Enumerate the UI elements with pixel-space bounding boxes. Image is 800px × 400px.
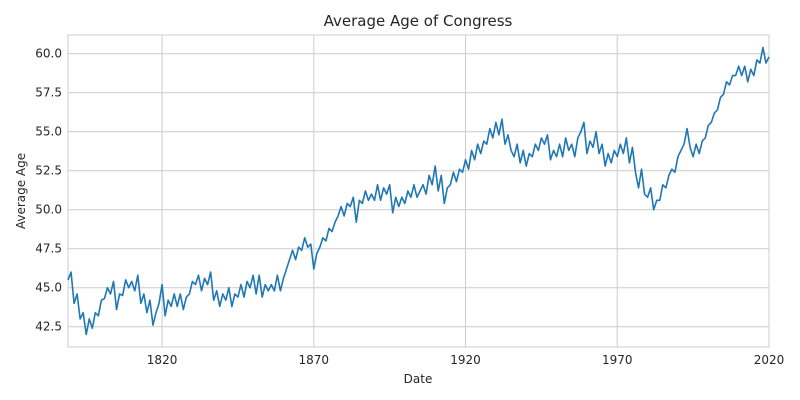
series-layer — [67, 46, 770, 336]
x-tick-label: 1870 — [299, 353, 330, 367]
x-tick-label: 1820 — [147, 353, 178, 367]
x-tick-label: 1920 — [450, 353, 481, 367]
y-tick-label: 45.0 — [35, 281, 62, 295]
x-tick-labels: 1820 1870 1920 1970 2020 — [147, 353, 784, 367]
y-tick-label: 57.5 — [35, 86, 62, 100]
y-tick-label: 55.0 — [35, 125, 62, 139]
y-tick-label: 60.0 — [35, 47, 62, 61]
y-tick-label: 47.5 — [35, 242, 62, 256]
plot-frame — [67, 34, 770, 348]
grid-lines — [68, 35, 770, 347]
chart-title: Average Age of Congress — [324, 12, 513, 30]
y-axis-label: Average Age — [14, 153, 28, 229]
x-tick-label: 1970 — [602, 353, 633, 367]
y-tick-label: 52.5 — [35, 164, 62, 178]
series-line — [67, 46, 770, 336]
y-tick-label: 42.5 — [35, 320, 62, 334]
y-tick-labels: 42.5 45.0 47.5 50.0 52.5 55.0 57.5 60.0 — [35, 47, 62, 334]
x-tick-label: 2020 — [754, 353, 785, 367]
y-tick-label: 50.0 — [35, 203, 62, 217]
x-axis-label: Date — [404, 372, 433, 386]
